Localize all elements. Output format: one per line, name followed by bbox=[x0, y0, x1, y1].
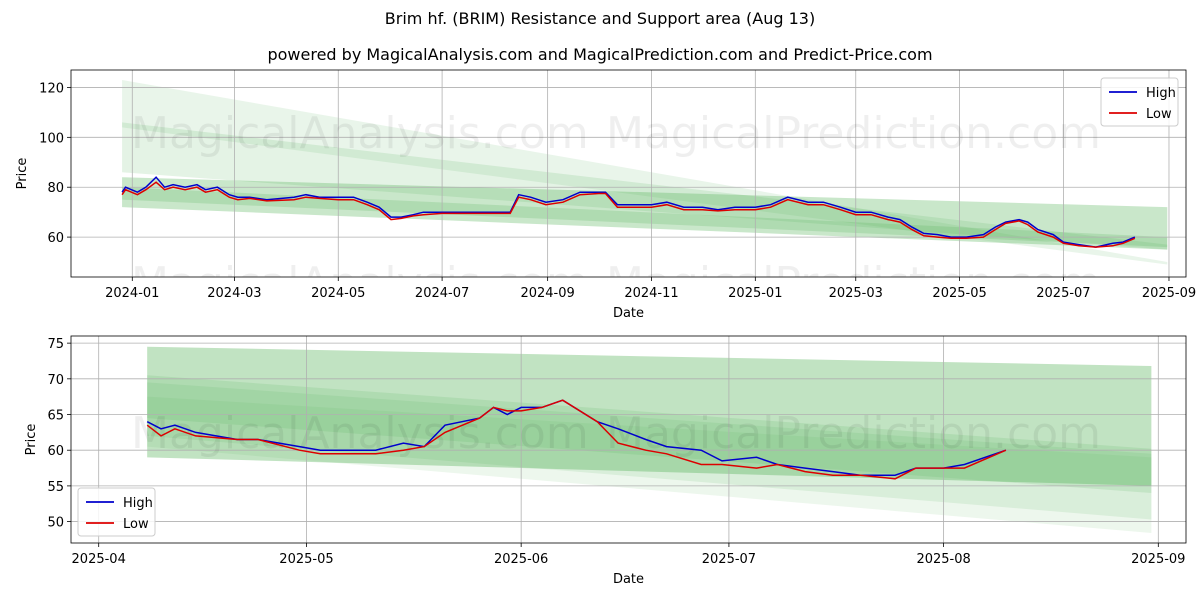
x-tick-label: 2025-09 bbox=[1131, 552, 1185, 567]
x-tick-label: 2025-08 bbox=[916, 552, 970, 567]
watermark-prediction: MagicalPrediction.com bbox=[606, 108, 1101, 159]
y-tick-label: 60 bbox=[47, 444, 64, 459]
legend-box bbox=[1100, 77, 1179, 127]
chart-1: MagicalAnalysis.com MagicalPrediction.com… bbox=[15, 69, 1196, 321]
y-tick-label: 100 bbox=[39, 131, 64, 146]
x-axis-label: Date bbox=[613, 572, 644, 587]
y-tick-label: 60 bbox=[47, 231, 64, 246]
watermark-analysis: MagicalAnalysis.com bbox=[131, 258, 589, 309]
y-tick-label: 120 bbox=[39, 81, 64, 96]
y-tick-label: 80 bbox=[47, 181, 64, 196]
support-band-4 bbox=[147, 396, 1152, 534]
y-tick-label: 50 bbox=[47, 516, 64, 531]
legend: High Low bbox=[1100, 77, 1179, 127]
legend-box bbox=[77, 487, 156, 537]
support-band-4 bbox=[122, 187, 1168, 248]
x-tick-label: 2024-09 bbox=[520, 286, 574, 301]
support-band-1 bbox=[122, 79, 1168, 265]
x-tick-label: 2025-03 bbox=[829, 286, 883, 301]
legend: High Low bbox=[77, 487, 156, 537]
x-tick-label: 2025-09 bbox=[1142, 286, 1196, 301]
x-tick-label: 2025-05 bbox=[932, 286, 986, 301]
support-band-2 bbox=[147, 375, 1152, 494]
plot-area: MagicalAnalysis.com MagicalPrediction.com… bbox=[71, 70, 1186, 309]
legend-label-high: High bbox=[123, 496, 153, 511]
x-tick-label: 2025-01 bbox=[728, 286, 782, 301]
series-line-high bbox=[121, 176, 1136, 248]
x-tick-label: 2024-11 bbox=[624, 286, 678, 301]
plot-area: MagicalAnalysis.com MagicalPrediction.com bbox=[71, 336, 1186, 543]
plot-frame bbox=[70, 335, 1187, 544]
x-tick-label: 2024-01 bbox=[105, 286, 159, 301]
chart-subtitle: powered by MagicalAnalysis.com and Magic… bbox=[267, 45, 933, 64]
x-tick-label: 2024-07 bbox=[415, 286, 469, 301]
x-tick-label: 2024-05 bbox=[311, 286, 365, 301]
legend-label-low: Low bbox=[123, 517, 149, 532]
support-band-2 bbox=[122, 122, 1168, 250]
legend-label-high: High bbox=[1146, 86, 1176, 101]
support-band-3 bbox=[122, 177, 1168, 250]
legend-label-low: Low bbox=[1146, 107, 1172, 122]
series-line-low bbox=[146, 399, 1007, 480]
y-tick-label: 70 bbox=[47, 373, 64, 388]
y-axis-label: Price bbox=[15, 158, 30, 190]
y-tick-label: 55 bbox=[47, 480, 64, 495]
chart-2: MagicalAnalysis.com MagicalPrediction.com… bbox=[24, 335, 1187, 587]
x-tick-label: 2024-03 bbox=[207, 286, 261, 301]
y-tick-label: 65 bbox=[47, 409, 64, 424]
x-tick-label: 2025-04 bbox=[72, 552, 126, 567]
y-tick-label: 75 bbox=[47, 337, 64, 352]
plot-frame bbox=[70, 69, 1187, 278]
watermark-prediction: MagicalPrediction.com bbox=[606, 408, 1101, 459]
x-tick-label: 2025-06 bbox=[494, 552, 548, 567]
series-line-low bbox=[121, 181, 1136, 248]
watermark-analysis: MagicalAnalysis.com bbox=[131, 108, 589, 159]
x-tick-label: 2025-05 bbox=[279, 552, 333, 567]
x-tick-label: 2025-07 bbox=[702, 552, 756, 567]
y-axis-label: Price bbox=[24, 424, 39, 456]
chart-title: Brim hf. (BRIM) Resistance and Support a… bbox=[384, 9, 816, 28]
watermark-prediction: MagicalPrediction.com bbox=[606, 258, 1101, 309]
x-axis-label: Date bbox=[613, 306, 644, 321]
x-tick-label: 2025-07 bbox=[1036, 286, 1090, 301]
